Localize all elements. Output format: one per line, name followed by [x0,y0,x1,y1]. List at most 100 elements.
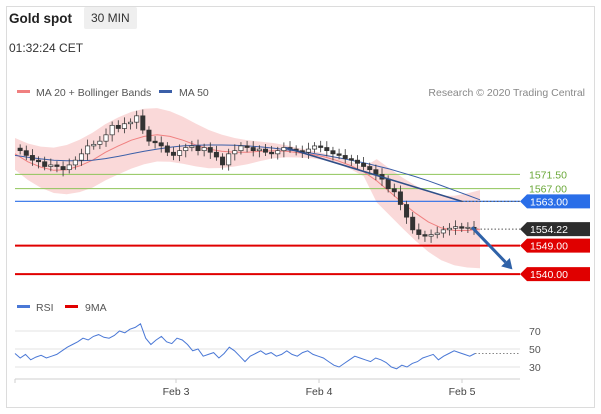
candle [140,109,146,134]
candle-body-down [367,166,373,171]
resistance-label-0: 1571.50 [529,169,567,181]
last-price-label: 1554.22 [530,224,568,236]
candle [189,140,195,152]
candle [23,145,29,161]
candle-body-up [189,145,195,148]
rsi-tick-30: 30 [529,362,541,374]
legend-swatch-9ma [65,305,78,308]
candle [348,154,354,166]
candle-body-up [91,143,97,147]
candle [244,140,250,153]
timestamp: 01:32:24 CET [9,41,84,55]
candle-body-up [305,148,311,153]
candle-body-down [60,166,66,171]
candle-body-down [459,226,465,229]
candle [428,229,434,243]
candle [220,153,226,170]
resistance-label-1: 1567.00 [529,184,567,196]
candle-body-up [440,229,446,234]
candle [305,142,311,159]
candle-body-up [428,234,434,237]
candle-body-up [72,159,78,166]
candle-body-up [256,148,262,152]
candle [465,222,471,233]
x-tick-label: Feb 3 [163,386,190,398]
candle-body-down [385,178,391,190]
instrument-title: Gold spot [9,11,72,26]
candle [54,161,60,173]
candle [416,223,422,240]
legend-swatch-rsi [17,305,30,308]
candle-body-down [42,161,48,167]
legend-swatch-ma20 [17,90,30,93]
candle-body-up [109,124,115,136]
candle [109,121,115,142]
candle [226,148,232,171]
candle-body-down [404,204,410,218]
candle [410,212,416,234]
rsi-tick-70: 70 [529,326,541,338]
candle [434,226,440,239]
candle [36,156,42,169]
candle [183,143,189,158]
trendline [284,146,463,203]
candle-body-down [220,156,226,166]
candle-body-up [201,147,207,152]
candle-body-up [226,153,232,166]
candle [201,143,207,157]
candle [440,226,446,238]
candle [404,200,410,224]
candle [250,141,256,157]
candle-body-down [373,169,379,175]
candle-body-up [48,164,54,167]
chart-widget [6,6,595,408]
candle-body-down [318,145,324,148]
candle [72,156,78,170]
candle-body-up [453,226,459,229]
candle-body-down [410,216,416,231]
candle-body-down [207,147,213,153]
candle-body-down [336,153,342,156]
candle [60,161,66,177]
candle-body-down [416,229,422,235]
candle-body-down [195,145,201,152]
candle [275,146,281,160]
candle [207,142,213,159]
candle-body-up [78,153,84,161]
candle [281,142,287,158]
candle-body-up [97,140,103,145]
candle [256,145,262,158]
candle [128,118,134,130]
candle-body-up [66,164,72,171]
candle [17,144,23,155]
candle [318,140,324,153]
candle [152,136,158,149]
candle-body-down [391,188,397,193]
candle-body-down [36,159,42,163]
candle [453,220,459,235]
x-axis: Feb 3 Feb 4 Feb 5 [14,379,476,398]
support-label-4: 1549.00 [530,241,568,253]
legend-swatch-ma50 [159,90,172,93]
source-credit: Research © 2020 Trading Central [428,87,585,99]
candle [146,126,152,146]
candle [238,142,244,155]
timeframe-badge[interactable]: 30 MIN [84,7,137,29]
rsi-line [14,323,476,370]
candle-body-up [238,145,244,152]
x-tick-label: Feb 5 [449,386,476,398]
candle [459,222,465,233]
candle [262,144,268,157]
candle-body-down [324,147,330,152]
candle [103,128,109,147]
candle [342,149,348,164]
candle [446,223,452,236]
candle-body-up [121,123,127,129]
candle-body-up [275,150,281,155]
candle-body-down [213,151,219,158]
candle [48,158,54,172]
candle-body-down [54,164,60,167]
candle [66,158,72,174]
rsi-tick-50: 50 [529,344,541,356]
